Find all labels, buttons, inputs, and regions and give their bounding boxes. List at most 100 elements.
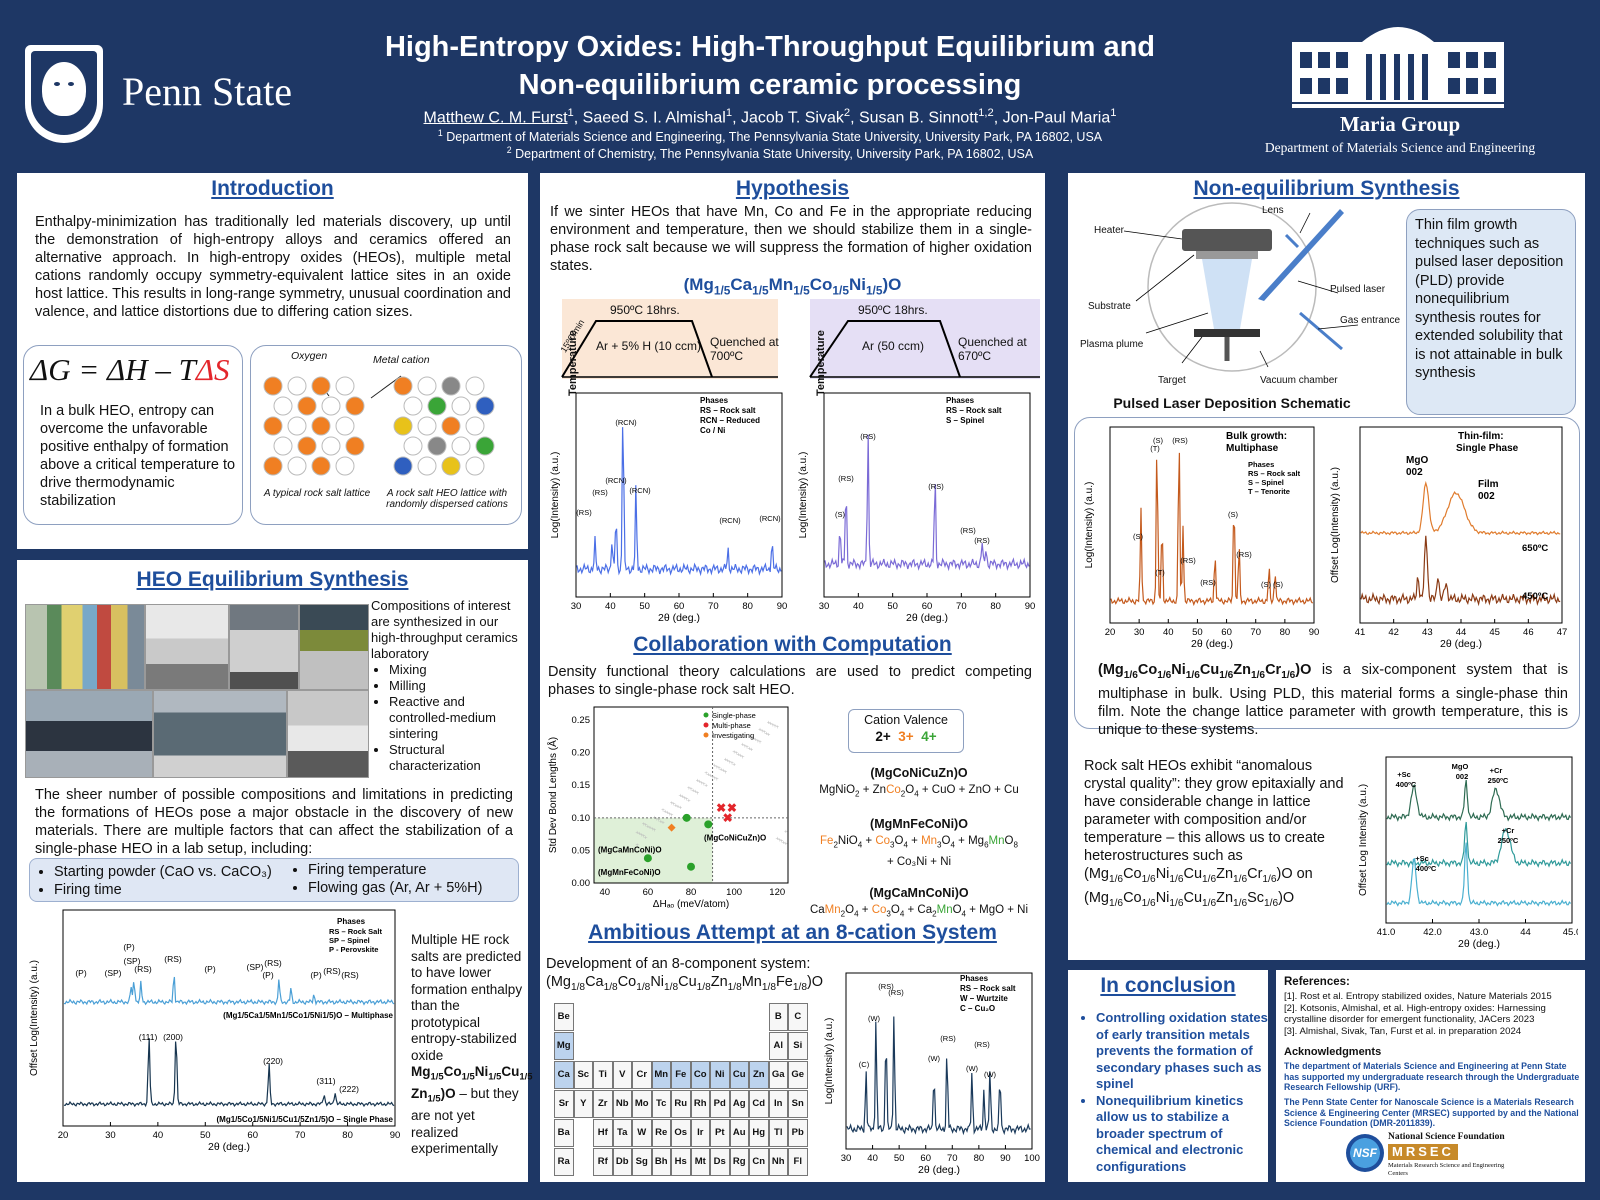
eight-cation-formula: (Mg1/8Ca1/8Co1/8Ni1/8Cu1/8Zn1/8Mn1/8Fe1/…: [546, 974, 824, 993]
candidate-point: +: [756, 739, 760, 745]
single-phase-region: [594, 817, 713, 883]
thin-label: MgO: [1406, 455, 1428, 466]
factor-item: Firing temperature: [308, 861, 528, 879]
peak-label: (RS): [1200, 578, 1216, 587]
candidate-point: +: [687, 798, 691, 804]
y-tick-label: 0.05: [572, 845, 591, 856]
lattice-atom: [335, 416, 355, 436]
candidate-point: +: [741, 755, 745, 761]
candidate-point: +: [653, 816, 657, 822]
x-tick-label: 50: [200, 1130, 211, 1141]
peak-label: (RS): [928, 482, 944, 491]
candidate-point: +: [719, 767, 723, 773]
equilibrium-text: The sheer number of possible composition…: [35, 787, 513, 857]
candidate-point: +: [691, 788, 695, 794]
heterostructure-xrd-chart: 41.0 42.0 43.0 44 45.0 2θ (deg.) Offset Log In…: [1358, 756, 1578, 950]
element-cell: Y: [573, 1090, 593, 1118]
film-450-trace: [1360, 535, 1561, 607]
candidate-point: +: [758, 740, 762, 746]
element-cell: Tc: [651, 1090, 671, 1118]
element-cell: Cd: [749, 1090, 769, 1118]
lab-bullet-item: Mixing: [389, 662, 518, 678]
single-phase-point: [682, 813, 691, 822]
y-tick-label: 0.00: [572, 878, 591, 889]
candidate-point: +: [750, 735, 754, 741]
candidate-point: +: [750, 748, 754, 754]
candidate-point: +: [635, 843, 639, 849]
legend-item: S – Spinel: [946, 416, 984, 425]
lattice-atom: [287, 456, 307, 476]
candidate-point: +: [644, 835, 648, 841]
peak-label: (RS): [1180, 556, 1196, 565]
candidate-point: +: [754, 738, 758, 744]
nonequilibrium-panel: Non-equilibrium Synthesis Lens Heater Pu…: [1068, 173, 1585, 960]
element-cell: Fe: [671, 1061, 691, 1089]
x-tick-label: 30: [819, 601, 830, 612]
author-name: Jacob T. Sivak: [740, 109, 844, 127]
element-cell: Hg: [749, 1119, 769, 1147]
element-cell: Tl: [768, 1119, 788, 1147]
author-affil-sup: 1: [567, 107, 574, 119]
candidate-point: +: [715, 765, 719, 771]
thin-film-xrd-chart: 41 42 43 44 45 46 47 2θ (deg.) Offset Log(Intens…: [1330, 426, 1567, 650]
nonequilibrium-title: Non-equilibrium Synthesis: [1193, 177, 1460, 200]
lattice-atom: [465, 376, 485, 396]
left-quench-label: Quenched at 700ºC: [710, 335, 779, 363]
reduced-trace: [576, 427, 782, 577]
author-name: Susan B. Sinnott: [858, 109, 979, 127]
entropy-equation-box: ΔG = ΔH – TΔS In a bulk HEO, entropy can…: [23, 345, 243, 525]
element-cell: C: [788, 1003, 808, 1031]
group-name: Maria Group: [1339, 112, 1461, 136]
x-tick-label: 44: [1520, 927, 1531, 938]
furnace-photo: [145, 604, 229, 690]
element-cell: Mt: [690, 1148, 710, 1176]
thin-title: Thin-film:: [1458, 431, 1504, 442]
candidate-point: +: [760, 729, 764, 735]
x-tick-label: 60: [643, 887, 654, 898]
reaction-3: CaMn2O4 + Co3O4 + Ca2MnO4 + MgO + Ni: [809, 903, 1029, 918]
legend-item: RS – Rock salt: [946, 406, 1002, 415]
x-axis-label: 2θ (deg.): [918, 1164, 960, 1176]
element-cell: Pt: [710, 1119, 730, 1147]
reagent-shelf-photo: [25, 604, 145, 690]
x-tick-label: 80: [686, 887, 697, 898]
candidate-point: +: [765, 731, 769, 737]
peak-label: (RS): [264, 958, 282, 968]
element-cell: Rf: [593, 1148, 613, 1176]
y-tick-label: 0.15: [572, 780, 591, 791]
typical-lattice-caption: A typical rock salt lattice: [263, 488, 371, 499]
candidate-point: +: [713, 776, 717, 782]
author-affil-sup: 1: [725, 107, 733, 119]
eight-cation-xrd-chart: 30 40 50 60 70 80 90 100 2θ (deg.) Log(Intensity)…: [824, 972, 1040, 1176]
element-cell: Ta: [612, 1119, 632, 1147]
peak-label: (RS): [974, 536, 990, 545]
legend-item: Multi-phase: [712, 721, 751, 730]
y-axis-label: Std Dev Bond Lengths (Å): [546, 737, 559, 853]
x-tick-label: 70: [708, 601, 719, 612]
lattice-atom: [403, 396, 423, 416]
eight-cation-trace: [846, 1016, 1031, 1136]
candidate-point: +: [696, 791, 700, 797]
candidate-point: +: [655, 817, 659, 823]
lattice-illustration: [263, 375, 495, 476]
candidate-point: +: [709, 774, 713, 780]
hypothesis-formula: (Mg1/5Ca1/5Mn1/5Co1/5Ni1/5)O: [683, 275, 902, 298]
lattice-atom: [321, 436, 341, 456]
peak-label: (200): [163, 1032, 183, 1042]
plot-frame: [62, 909, 396, 1127]
legend-item: Phases: [960, 974, 989, 983]
x-tick-label: 70: [956, 601, 967, 612]
ack-1: The department of Materials Science and …: [1284, 1061, 1580, 1092]
x-tick-label: 30: [571, 601, 582, 612]
single-phase-point: [643, 854, 652, 863]
candidate-point: +: [706, 772, 710, 778]
x-tick-label: 46: [1523, 627, 1534, 638]
peak-label: 400ºC: [1416, 864, 1437, 873]
x-tick-label: 60: [674, 601, 685, 612]
lattice-atom: [297, 436, 317, 456]
temperature-profiles: [561, 299, 1040, 379]
candidate-point: +: [702, 782, 706, 788]
candidate-point: +: [775, 725, 779, 731]
candidate-point: +: [661, 808, 665, 814]
x-tick-label: 60: [920, 1153, 931, 1164]
